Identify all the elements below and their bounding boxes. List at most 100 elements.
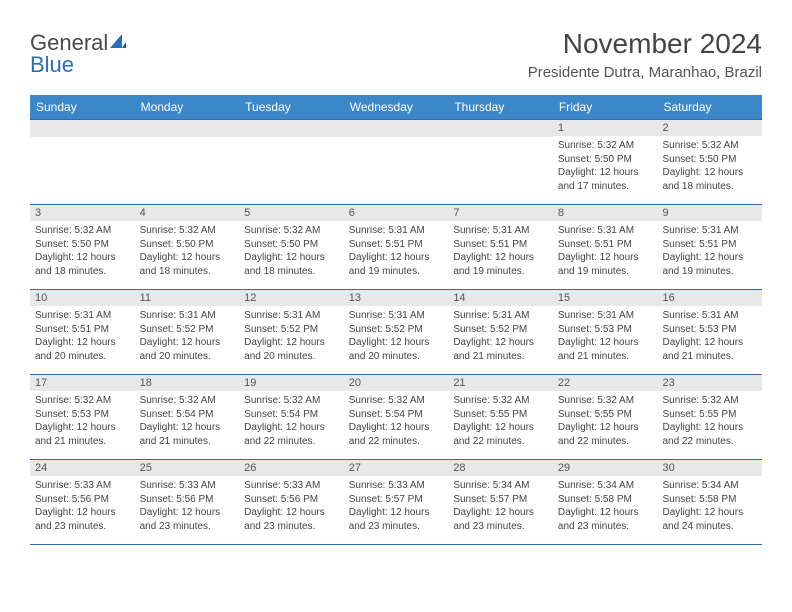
week-row: 10Sunrise: 5:31 AMSunset: 5:51 PMDayligh… [30,289,762,374]
day-body: Sunrise: 5:31 AMSunset: 5:52 PMDaylight:… [448,306,553,367]
day-body: Sunrise: 5:32 AMSunset: 5:55 PMDaylight:… [657,391,762,452]
day-number: 3 [30,205,135,221]
sunset-text: Sunset: 5:58 PM [662,493,757,507]
dow-wednesday: Wednesday [344,95,449,119]
day-cell: 20Sunrise: 5:32 AMSunset: 5:54 PMDayligh… [344,375,449,459]
day-body: Sunrise: 5:33 AMSunset: 5:57 PMDaylight:… [344,476,449,537]
logo-word2: Blue [30,52,74,77]
sunrise-text: Sunrise: 5:32 AM [349,394,444,408]
day-body: Sunrise: 5:34 AMSunset: 5:58 PMDaylight:… [553,476,658,537]
day-body: Sunrise: 5:32 AMSunset: 5:50 PMDaylight:… [239,221,344,282]
day-body: Sunrise: 5:32 AMSunset: 5:50 PMDaylight:… [553,136,658,197]
calendar-page: GeneralBlue November 2024 Presidente Dut… [0,0,792,565]
day-number: 20 [344,375,449,391]
daylight-text: Daylight: 12 hours and 18 minutes. [35,251,130,278]
day-number [30,120,135,137]
day-cell [239,120,344,204]
day-cell: 6Sunrise: 5:31 AMSunset: 5:51 PMDaylight… [344,205,449,289]
sunset-text: Sunset: 5:57 PM [349,493,444,507]
sunset-text: Sunset: 5:52 PM [244,323,339,337]
sunrise-text: Sunrise: 5:31 AM [662,224,757,238]
sunrise-text: Sunrise: 5:32 AM [662,394,757,408]
sunrise-text: Sunrise: 5:34 AM [453,479,548,493]
sunset-text: Sunset: 5:55 PM [453,408,548,422]
sunset-text: Sunset: 5:54 PM [140,408,235,422]
sunrise-text: Sunrise: 5:31 AM [35,309,130,323]
week-row: 24Sunrise: 5:33 AMSunset: 5:56 PMDayligh… [30,459,762,544]
dow-saturday: Saturday [657,95,762,119]
day-number: 9 [657,205,762,221]
day-number: 17 [30,375,135,391]
daylight-text: Daylight: 12 hours and 21 minutes. [662,336,757,363]
daylight-text: Daylight: 12 hours and 23 minutes. [35,506,130,533]
day-cell: 5Sunrise: 5:32 AMSunset: 5:50 PMDaylight… [239,205,344,289]
day-cell [30,120,135,204]
sunrise-text: Sunrise: 5:31 AM [140,309,235,323]
daylight-text: Daylight: 12 hours and 18 minutes. [662,166,757,193]
day-number [344,120,449,137]
daylight-text: Daylight: 12 hours and 18 minutes. [244,251,339,278]
week-row: 17Sunrise: 5:32 AMSunset: 5:53 PMDayligh… [30,374,762,459]
location-text: Presidente Dutra, Maranhao, Brazil [528,64,762,81]
day-body: Sunrise: 5:32 AMSunset: 5:54 PMDaylight:… [135,391,240,452]
sunrise-text: Sunrise: 5:31 AM [558,224,653,238]
sunset-text: Sunset: 5:52 PM [349,323,444,337]
sunset-text: Sunset: 5:57 PM [453,493,548,507]
day-number: 13 [344,290,449,306]
day-cell: 4Sunrise: 5:32 AMSunset: 5:50 PMDaylight… [135,205,240,289]
daylight-text: Daylight: 12 hours and 20 minutes. [35,336,130,363]
day-cell: 28Sunrise: 5:34 AMSunset: 5:57 PMDayligh… [448,460,553,544]
sunset-text: Sunset: 5:51 PM [349,238,444,252]
day-body: Sunrise: 5:33 AMSunset: 5:56 PMDaylight:… [135,476,240,537]
sunset-text: Sunset: 5:52 PM [140,323,235,337]
sunrise-text: Sunrise: 5:31 AM [662,309,757,323]
logo: GeneralBlue [30,28,128,76]
day-body: Sunrise: 5:32 AMSunset: 5:50 PMDaylight:… [30,221,135,282]
dow-monday: Monday [135,95,240,119]
day-body: Sunrise: 5:31 AMSunset: 5:52 PMDaylight:… [239,306,344,367]
day-cell: 27Sunrise: 5:33 AMSunset: 5:57 PMDayligh… [344,460,449,544]
daylight-text: Daylight: 12 hours and 21 minutes. [35,421,130,448]
day-number: 24 [30,460,135,476]
day-number: 26 [239,460,344,476]
daylight-text: Daylight: 12 hours and 21 minutes. [453,336,548,363]
day-body: Sunrise: 5:31 AMSunset: 5:53 PMDaylight:… [553,306,658,367]
sunrise-text: Sunrise: 5:31 AM [453,309,548,323]
day-number: 14 [448,290,553,306]
day-number: 7 [448,205,553,221]
daylight-text: Daylight: 12 hours and 19 minutes. [453,251,548,278]
sunset-text: Sunset: 5:53 PM [662,323,757,337]
daylight-text: Daylight: 12 hours and 21 minutes. [140,421,235,448]
dow-sunday: Sunday [30,95,135,119]
day-number: 30 [657,460,762,476]
day-number: 12 [239,290,344,306]
day-number: 16 [657,290,762,306]
sunrise-text: Sunrise: 5:33 AM [244,479,339,493]
sunrise-text: Sunrise: 5:32 AM [244,394,339,408]
sunset-text: Sunset: 5:55 PM [662,408,757,422]
sunrise-text: Sunrise: 5:32 AM [35,224,130,238]
sunset-text: Sunset: 5:50 PM [558,153,653,167]
daylight-text: Daylight: 12 hours and 22 minutes. [662,421,757,448]
day-cell: 22Sunrise: 5:32 AMSunset: 5:55 PMDayligh… [553,375,658,459]
day-number: 18 [135,375,240,391]
day-body: Sunrise: 5:32 AMSunset: 5:54 PMDaylight:… [344,391,449,452]
day-cell: 13Sunrise: 5:31 AMSunset: 5:52 PMDayligh… [344,290,449,374]
day-cell: 17Sunrise: 5:32 AMSunset: 5:53 PMDayligh… [30,375,135,459]
day-number: 1 [553,120,658,136]
sunset-text: Sunset: 5:54 PM [349,408,444,422]
daylight-text: Daylight: 12 hours and 24 minutes. [662,506,757,533]
sunset-text: Sunset: 5:51 PM [558,238,653,252]
sunset-text: Sunset: 5:56 PM [244,493,339,507]
sunset-text: Sunset: 5:54 PM [244,408,339,422]
day-cell: 14Sunrise: 5:31 AMSunset: 5:52 PMDayligh… [448,290,553,374]
sunset-text: Sunset: 5:56 PM [35,493,130,507]
sunset-text: Sunset: 5:56 PM [140,493,235,507]
day-body: Sunrise: 5:33 AMSunset: 5:56 PMDaylight:… [239,476,344,537]
daylight-text: Daylight: 12 hours and 22 minutes. [453,421,548,448]
day-cell: 2Sunrise: 5:32 AMSunset: 5:50 PMDaylight… [657,120,762,204]
day-number: 11 [135,290,240,306]
day-cell: 3Sunrise: 5:32 AMSunset: 5:50 PMDaylight… [30,205,135,289]
sunrise-text: Sunrise: 5:32 AM [558,139,653,153]
day-cell [344,120,449,204]
